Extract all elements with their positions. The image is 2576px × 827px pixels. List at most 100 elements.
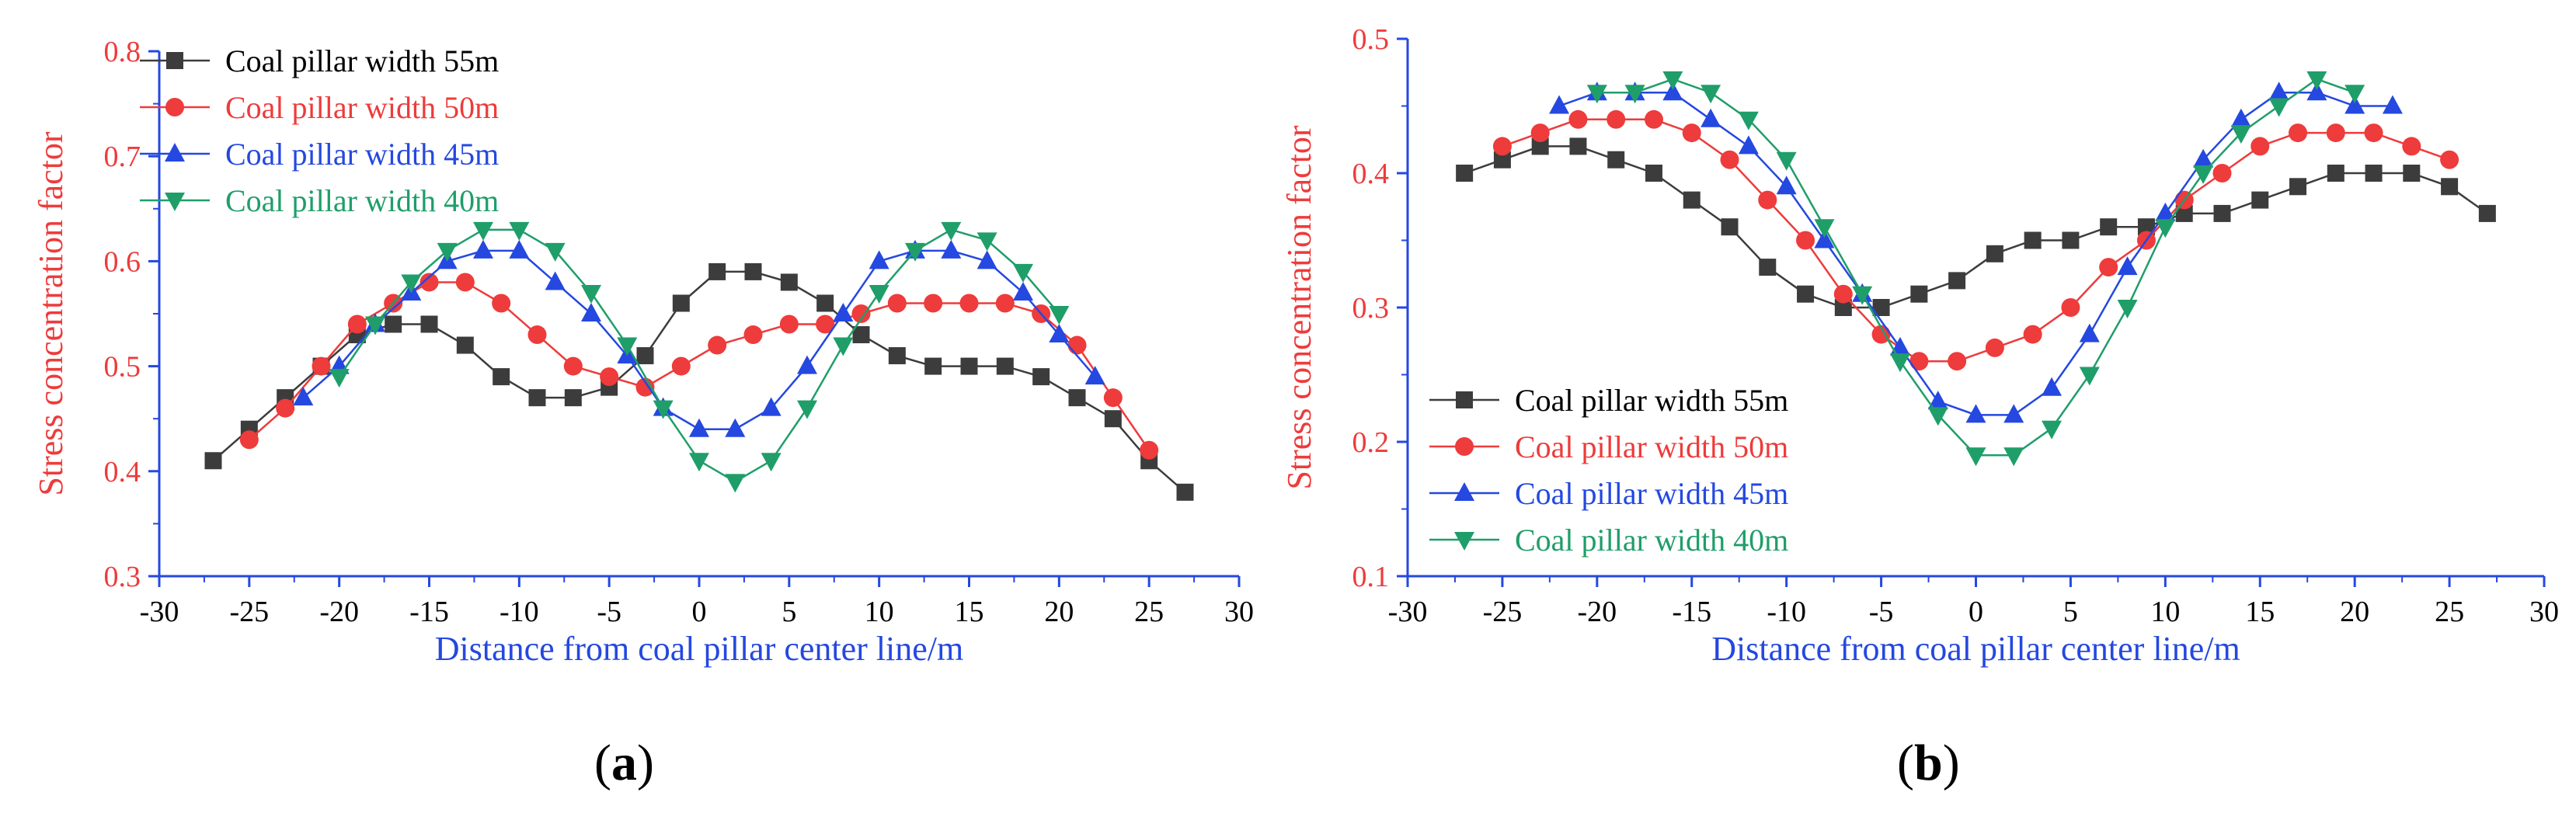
data-point <box>239 430 259 450</box>
data-point <box>1910 285 1928 303</box>
data-point <box>1644 109 1663 129</box>
data-point <box>924 294 943 313</box>
data-point <box>2251 137 2270 156</box>
data-point <box>2062 231 2080 249</box>
data-point <box>960 357 978 375</box>
x-tick-label: 10 <box>2150 596 2180 628</box>
data-point <box>2306 71 2327 90</box>
x-tick-label: 0 <box>692 596 707 628</box>
x-tick-label: 25 <box>2435 596 2464 628</box>
data-point <box>509 239 530 259</box>
data-point <box>1084 366 1105 385</box>
data-point <box>671 356 691 376</box>
data-point <box>2175 204 2193 222</box>
y-tick-label: 0.5 <box>104 351 141 384</box>
data-point <box>581 284 601 304</box>
data-point <box>708 262 726 280</box>
data-point <box>1492 137 1512 156</box>
data-point <box>1796 231 1815 250</box>
data-point <box>833 337 854 356</box>
data-point <box>2268 98 2289 117</box>
data-point <box>2079 367 2100 386</box>
y-tick-label: 0.4 <box>104 456 141 488</box>
x-tick-label: -15 <box>409 596 449 628</box>
data-point <box>1176 483 1194 501</box>
x-tick-label: 5 <box>782 596 796 628</box>
data-point <box>1834 299 1852 316</box>
legend-label: Coal pillar width 50m <box>225 90 499 125</box>
data-point <box>564 389 582 407</box>
panel-b: -30 -25 -20 -15 -10 -5 0 5 10 15 20 25 30 0.1 0.2 0.3 0.… <box>1280 23 2559 668</box>
data-point <box>1049 324 1070 343</box>
data-point <box>636 347 654 365</box>
data-point <box>1067 335 1087 355</box>
data-point <box>761 453 782 472</box>
data-point <box>1701 108 1721 127</box>
data-point <box>996 357 1014 375</box>
data-point <box>527 325 547 345</box>
data-point <box>2193 148 2214 168</box>
y-tick-label: 0.5 <box>1352 23 1390 56</box>
data-point <box>1103 388 1123 408</box>
y-tick-label: 0.8 <box>104 36 141 68</box>
data-point <box>1586 85 1607 104</box>
x-tick-label: 30 <box>1224 596 1254 628</box>
data-point <box>2268 82 2289 101</box>
data-point <box>2441 178 2459 196</box>
data-point <box>1833 284 1853 304</box>
x-tick-label: -20 <box>319 596 359 628</box>
data-point <box>2403 165 2421 182</box>
data-point <box>1624 85 1645 104</box>
data-point <box>887 294 907 313</box>
legend-marker <box>1454 532 1474 551</box>
data-point <box>509 221 530 241</box>
data-point <box>2023 325 2042 344</box>
data-point <box>1049 306 1070 325</box>
data-point <box>1493 151 1511 169</box>
data-point <box>329 369 350 388</box>
x-tick-label: -30 <box>1388 596 1428 628</box>
x-tick-label: 20 <box>1044 596 1074 628</box>
data-point <box>1549 95 1570 114</box>
data-point <box>1531 137 1549 155</box>
data-point <box>797 400 817 419</box>
data-point <box>1140 440 1159 460</box>
data-point <box>2003 447 2024 467</box>
data-point <box>995 294 1015 313</box>
data-point <box>1738 135 1759 155</box>
x-tick-label: -30 <box>140 596 179 628</box>
data-point <box>2193 165 2214 184</box>
data-point <box>2289 123 2308 143</box>
legend-label: Coal pillar width 55m <box>1515 383 1788 418</box>
data-point <box>1607 151 1625 169</box>
data-point <box>761 397 782 416</box>
legend-marker <box>1456 391 1473 408</box>
data-point <box>1104 410 1122 428</box>
data-point <box>563 356 583 376</box>
legend-marker <box>1455 437 1474 456</box>
data-point <box>2079 323 2100 342</box>
series-4 <box>329 221 1070 493</box>
data-point <box>600 367 619 387</box>
panel-label-b: (b) <box>1897 735 1960 791</box>
data-point <box>617 337 638 356</box>
data-point <box>545 271 566 290</box>
x-tick-label: 25 <box>1134 596 1164 628</box>
data-point <box>312 356 331 376</box>
data-point <box>1759 259 1777 276</box>
x-tick-label: -25 <box>1483 596 1523 628</box>
data-point <box>1662 71 1683 90</box>
data-point <box>924 357 942 375</box>
data-point <box>204 452 222 470</box>
data-point <box>2327 165 2345 182</box>
data-point <box>1985 338 2004 357</box>
data-point <box>2364 123 2383 143</box>
data-point <box>1948 352 1967 371</box>
data-point <box>1776 175 1797 195</box>
series-1 <box>1456 137 2496 316</box>
data-point <box>941 239 962 259</box>
data-point <box>1889 336 1910 356</box>
data-point <box>851 304 871 323</box>
legend-label: Coal pillar width 45m <box>1515 476 1788 511</box>
series-3 <box>293 239 1105 437</box>
